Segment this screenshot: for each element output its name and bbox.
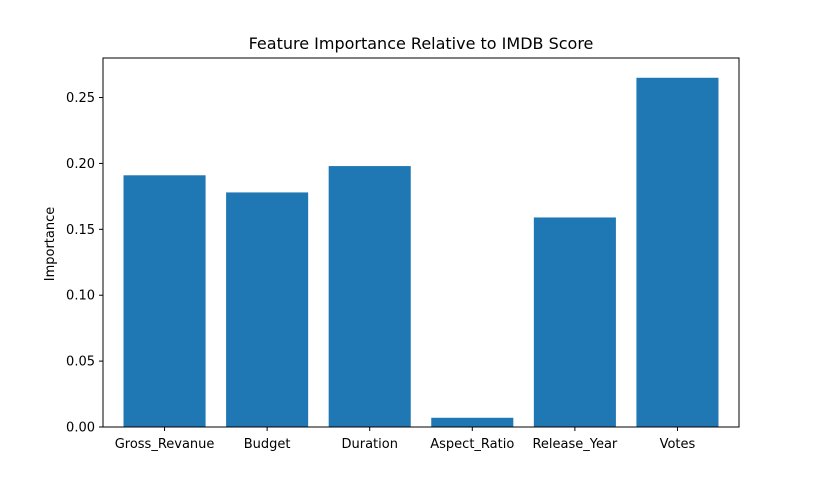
y-axis-label: Importance [43,207,58,282]
bar-votes [636,77,719,428]
y-ticks-layer: 0.00 0.05 0.10 0.15 0.20 0.25 [66,91,103,436]
y-tick-label: 0.15 [66,223,95,238]
bar-duration [328,166,411,428]
chart-title: Feature Importance Relative to IMDB Scor… [249,34,594,53]
y-tick-label: 0.00 [66,421,95,436]
bars-layer [123,77,719,428]
x-tick-label: Budget [244,437,291,452]
x-tick-label: Duration [341,437,397,452]
y-tick-label: 0.25 [66,91,95,106]
plot-frame [102,57,740,428]
bar-budget [226,192,309,427]
y-tick-label: 0.10 [66,289,95,304]
x-tick-label: Release_Year [532,437,617,452]
bar-gross-revanue [123,175,206,427]
y-tick-label: 0.05 [66,355,95,370]
bar-aspect-ratio [431,417,514,427]
x-ticks-layer: Gross_Revanue Budget Duration Aspect_Ratio R… [115,427,696,452]
x-tick-label: Gross_Revanue [115,437,215,452]
y-tick-label: 0.20 [66,157,95,172]
x-tick-label: Votes [660,437,696,452]
x-tick-label: Aspect_Ratio [430,437,514,452]
bar-release-year [533,217,616,427]
